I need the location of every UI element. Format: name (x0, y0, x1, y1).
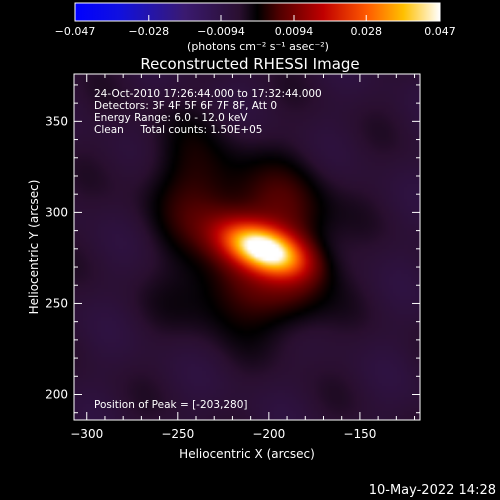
colorbar-units: (photons cm⁻² s⁻¹ asec⁻²) (187, 40, 329, 53)
colorbar-tick-label: 0.0094 (275, 25, 314, 38)
colorbar-tick-label: −0.0094 (197, 25, 245, 38)
axis-ticks: −300 −250 −200 −150 200 250 300 350 (45, 74, 420, 441)
x-tick-label: −200 (252, 427, 285, 441)
y-tick-label: 200 (45, 388, 68, 402)
peak-position: Position of Peak = [-203,280] (94, 399, 248, 411)
y-tick-label: 350 (45, 114, 68, 128)
colorbar-tick-label: −0.028 (128, 25, 169, 38)
y-axis-label: Heliocentric Y (arcsec) (27, 180, 41, 315)
timestamp: 10-May-2022 14:28 (369, 483, 496, 498)
info-block: 24-Oct-2010 17:26:44.000 to 17:32:44.000… (94, 88, 322, 136)
info-detectors: Detectors: 3F 4F 5F 6F 7F 8F, Att 0 (94, 100, 277, 112)
colorbar-ticks: −0.047 −0.028 −0.0094 0.0094 0.028 0.047 (55, 15, 456, 38)
x-tick-label: −250 (161, 427, 194, 441)
plot-frame (73, 73, 421, 421)
colorbar-tick-label: 0.028 (350, 25, 382, 38)
colorbar-tick-label: 0.047 (424, 25, 456, 38)
x-axis-label: Heliocentric X (arcsec) (179, 447, 315, 461)
heatmap-image (74, 74, 420, 420)
x-tick-label: −150 (343, 427, 376, 441)
info-energy-range: Energy Range: 6.0 - 12.0 keV (94, 112, 248, 124)
x-tick-label: −300 (70, 427, 103, 441)
info-clean-counts: Clean Total counts: 1.50E+05 (94, 124, 263, 136)
chart-title: Reconstructed RHESSI Image (140, 55, 359, 73)
y-tick-label: 250 (45, 296, 68, 310)
colorbar-tick-label: −0.047 (55, 25, 96, 38)
y-tick-label: 300 (45, 205, 68, 219)
colorbar (74, 2, 441, 22)
info-time-range: 24-Oct-2010 17:26:44.000 to 17:32:44.000 (94, 88, 322, 100)
